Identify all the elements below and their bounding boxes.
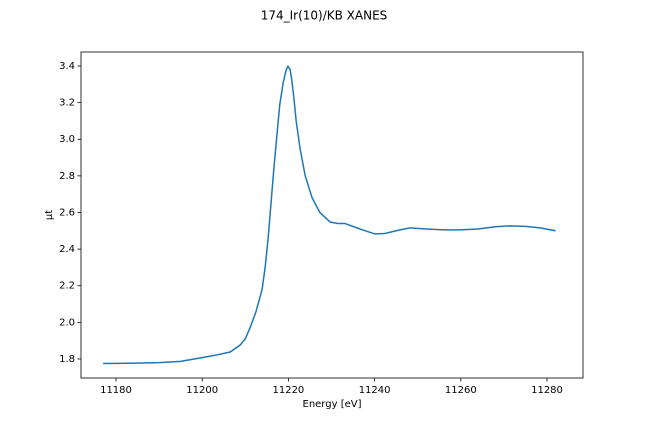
x-axis-label: Energy [eV] xyxy=(303,399,362,410)
y-tick-label: 2.0 xyxy=(59,317,75,328)
x-tick-label: 11240 xyxy=(359,385,391,396)
y-tick-label: 2.4 xyxy=(59,244,75,255)
y-tick-label: 3.4 xyxy=(59,61,75,72)
x-tick-label: 11280 xyxy=(531,385,563,396)
y-tick-label: 3.2 xyxy=(59,98,75,109)
y-tick-label: 2.2 xyxy=(59,281,75,292)
x-tick-label: 11200 xyxy=(186,385,218,396)
y-tick-label: 1.8 xyxy=(59,354,75,365)
y-tick-label: 2.8 xyxy=(59,171,75,182)
y-tick-label: 3.0 xyxy=(59,134,75,145)
x-tick-label: 11180 xyxy=(100,385,132,396)
plot-frame xyxy=(80,51,584,379)
x-tick-label: 11220 xyxy=(272,385,304,396)
data-line xyxy=(103,64,556,365)
y-tick-label: 2.6 xyxy=(59,207,75,218)
chart-title: 174_Ir(10)/KB XANES xyxy=(261,9,388,23)
x-tick-label: 11260 xyxy=(445,385,477,396)
y-axis-label: μt xyxy=(44,210,55,220)
